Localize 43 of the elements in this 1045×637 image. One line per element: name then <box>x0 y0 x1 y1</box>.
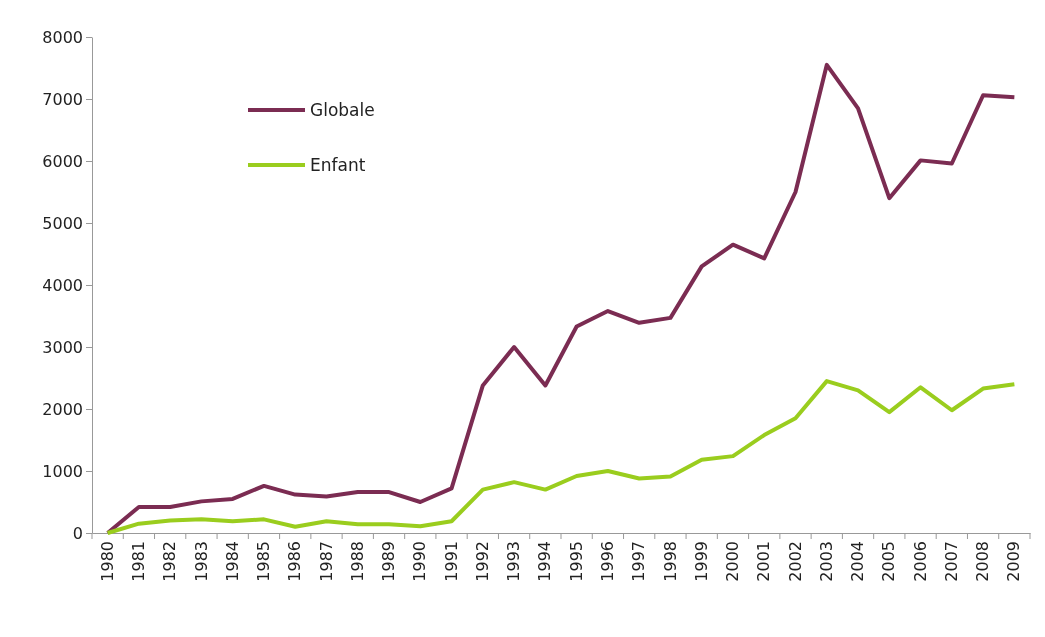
y-tick-label: 8000 <box>42 27 83 47</box>
x-tick-label: 2004 <box>848 541 868 582</box>
x-tick-label: 1986 <box>285 541 305 582</box>
y-tick-label: 4000 <box>42 275 83 295</box>
line-series <box>105 62 1017 535</box>
x-tick-label: 2007 <box>941 541 961 582</box>
x-tick-label: 2008 <box>973 541 993 582</box>
x-tick-label: 2002 <box>785 541 805 582</box>
x-tick-label: 1998 <box>660 541 680 582</box>
x-tick-label: 1988 <box>347 541 367 582</box>
x-tick-label: 1990 <box>410 541 430 582</box>
x-tick-label: 1983 <box>191 541 211 582</box>
line-series <box>105 379 1017 535</box>
x-tick-label: 1980 <box>97 541 117 582</box>
y-tick-label: 5000 <box>42 213 83 233</box>
x-tick-label: 2009 <box>1004 541 1024 582</box>
legend-label: Globale <box>310 100 375 120</box>
x-tick-label: 1991 <box>441 541 461 582</box>
x-tick-label: 1984 <box>222 541 242 582</box>
x-tick-label: 1992 <box>472 541 492 582</box>
x-tick-label: 1989 <box>379 541 399 582</box>
x-tick-label: 2000 <box>723 541 743 582</box>
x-tick-label: 1987 <box>316 541 336 582</box>
y-tick-label: 6000 <box>42 151 83 171</box>
y-tick-label: 0 <box>72 523 83 543</box>
legend-label: Enfant <box>310 155 366 175</box>
y-tick-label: 2000 <box>42 399 83 419</box>
x-tick-label: 1982 <box>160 541 180 582</box>
x-tick-label: 1997 <box>629 541 649 582</box>
x-tick-label: 1999 <box>691 541 711 582</box>
x-tick-label: 1995 <box>566 541 586 582</box>
y-tick-label: 7000 <box>42 89 83 109</box>
y-tick-label: 1000 <box>42 461 83 481</box>
x-tick-label: 1981 <box>129 541 149 582</box>
x-tick-label: 1985 <box>254 541 274 582</box>
y-tick-label: 3000 <box>42 337 83 357</box>
x-tick-label: 2006 <box>910 541 930 582</box>
x-tick-label: 1994 <box>535 541 555 582</box>
x-tick-label: 1993 <box>504 541 524 582</box>
x-tick-label: 2003 <box>816 541 836 582</box>
x-tick-label: 2005 <box>879 541 899 582</box>
x-tick-label: 2001 <box>754 541 774 582</box>
x-tick-label: 1996 <box>598 541 618 582</box>
